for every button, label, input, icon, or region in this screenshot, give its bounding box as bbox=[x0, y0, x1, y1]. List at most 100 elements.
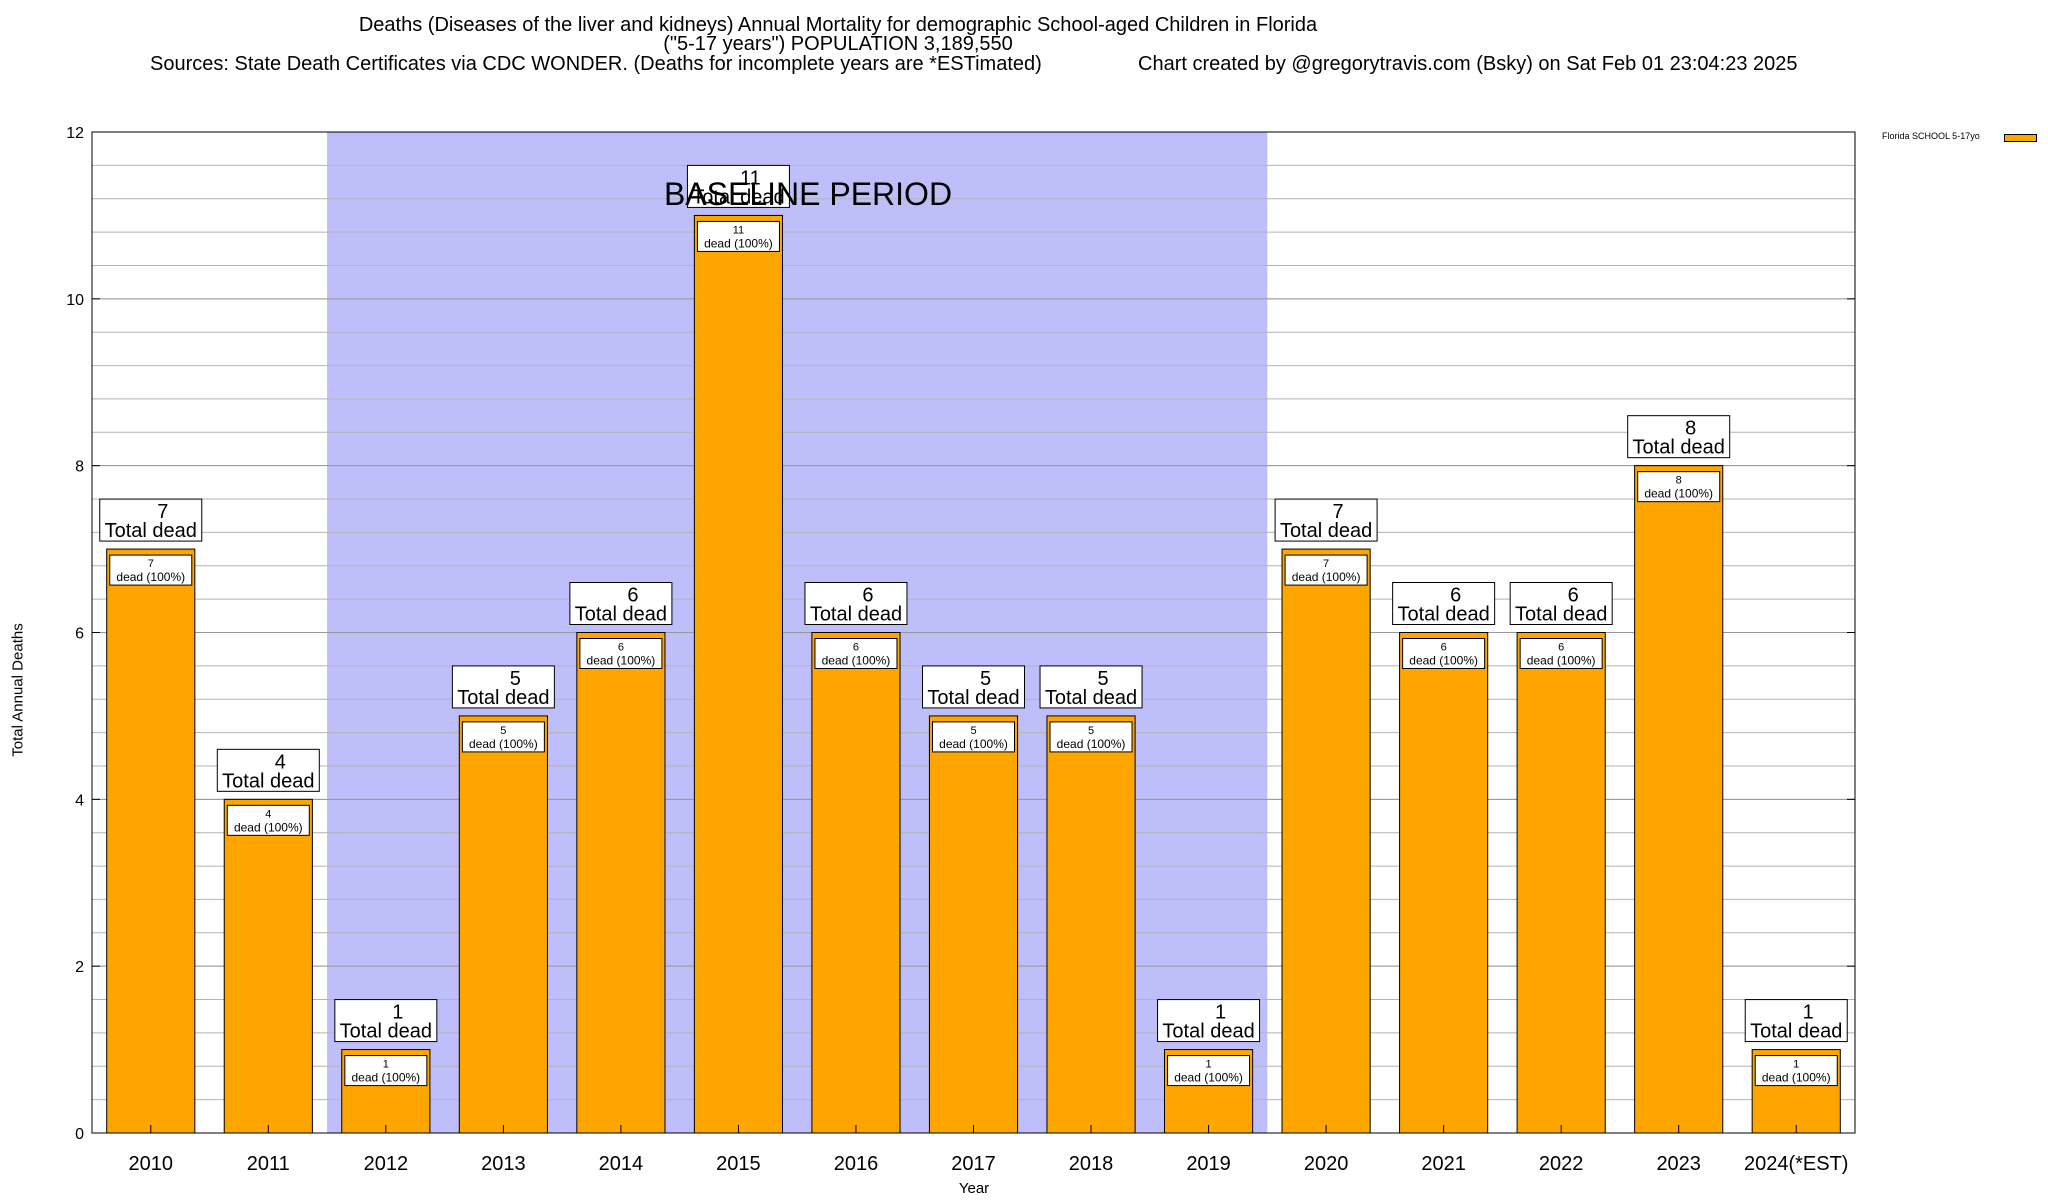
bar-inner-label-box bbox=[932, 721, 1015, 753]
bar-total-label: Total dead bbox=[810, 604, 902, 626]
bar-total-label-box bbox=[99, 498, 203, 542]
x-tick-label: 2019 bbox=[1186, 1153, 1231, 1175]
bar-inner-label-box bbox=[1284, 554, 1368, 586]
bar-total-value: 1 bbox=[392, 1002, 403, 1024]
bar bbox=[1046, 715, 1136, 1134]
bar-inner-value: 1 bbox=[1206, 1059, 1212, 1071]
chart-subtitle: ("5-17 years") POPULATION 3,189,550 bbox=[663, 33, 1013, 55]
bar-total-label-box bbox=[334, 999, 438, 1043]
bar-total-value: 6 bbox=[1568, 585, 1579, 607]
bar-inner-label-box bbox=[1637, 471, 1721, 503]
bar-inner-label: dead (100%) bbox=[1527, 654, 1596, 668]
x-tick-label: 2024(*EST) bbox=[1744, 1153, 1849, 1175]
bar-total-value: 6 bbox=[627, 585, 638, 607]
bar-inner-label: dead (100%) bbox=[1174, 1071, 1243, 1085]
bar-total-label-box bbox=[922, 665, 1025, 709]
bar-total-label: Total dead bbox=[575, 604, 667, 626]
bar-inner-value: 11 bbox=[733, 224, 744, 236]
y-axis-label: Total Annual Deaths bbox=[9, 623, 27, 757]
bar-inner-value: 6 bbox=[1558, 642, 1564, 654]
bar-inner-value: 5 bbox=[500, 725, 506, 737]
x-tick-label: 2016 bbox=[834, 1153, 879, 1175]
y-tick-label: 12 bbox=[66, 125, 84, 142]
x-tick-label: 2020 bbox=[1304, 1153, 1349, 1175]
bar-total-label: Total dead bbox=[1397, 604, 1489, 626]
bar-total-label: Total dead bbox=[1162, 1021, 1254, 1043]
bar-total-label: Total dead bbox=[1515, 604, 1607, 626]
bar bbox=[223, 798, 313, 1134]
bar-total-value: 5 bbox=[1097, 668, 1108, 690]
bar-total-label-box bbox=[1392, 582, 1496, 625]
y-tick-label: 2 bbox=[75, 959, 84, 976]
chart-sources: Sources: State Death Certificates via CD… bbox=[150, 53, 1042, 75]
x-tick-label: 2012 bbox=[364, 1153, 409, 1175]
bar-total-value: 6 bbox=[1450, 585, 1461, 607]
x-axis-label: Year bbox=[958, 1180, 990, 1197]
bar-total-value: 1 bbox=[1215, 1002, 1226, 1024]
bar-inner-label-box bbox=[109, 554, 193, 586]
bar-total-label-box bbox=[1039, 665, 1143, 709]
bar bbox=[576, 632, 666, 1134]
chart-credit: Chart created by @gregorytravis.com (Bsk… bbox=[1138, 53, 1798, 75]
legend-swatch bbox=[2004, 134, 2037, 142]
bar bbox=[1516, 632, 1606, 1134]
bar-total-label-box bbox=[1627, 415, 1731, 459]
bar bbox=[458, 715, 548, 1134]
bar-total-label-box bbox=[1274, 498, 1378, 542]
bar-inner-label: dead (100%) bbox=[234, 820, 303, 834]
bar-inner-label: dead (100%) bbox=[1409, 654, 1478, 668]
bar-total-label-box bbox=[569, 582, 673, 625]
bar-total-label: Total dead bbox=[1633, 437, 1725, 459]
bar-total-value: 4 bbox=[275, 751, 286, 773]
bar bbox=[106, 548, 196, 1134]
bar-total-value: 1 bbox=[1803, 1002, 1814, 1024]
x-tick-label: 2010 bbox=[129, 1153, 174, 1175]
bar-total-value: 7 bbox=[1333, 501, 1344, 523]
bar bbox=[1399, 632, 1489, 1134]
bar-total-label: Total dead bbox=[692, 186, 784, 208]
legend-label: Florida SCHOOL 5-17yo bbox=[1882, 131, 1980, 141]
bar bbox=[1634, 465, 1724, 1134]
bar-inner-label: dead (100%) bbox=[1057, 737, 1126, 751]
bar-inner-label-box bbox=[1754, 1055, 1838, 1087]
chart-title: Deaths (Diseases of the liver and kidney… bbox=[358, 14, 1318, 36]
bar-inner-label-box bbox=[579, 638, 663, 669]
bar-inner-label: dead (100%) bbox=[822, 654, 891, 668]
bar-total-label: Total dead bbox=[927, 687, 1019, 709]
bar-inner-label: dead (100%) bbox=[116, 570, 185, 584]
bar-total-label: Total dead bbox=[222, 770, 314, 792]
bar-inner-value: 1 bbox=[383, 1059, 389, 1071]
bar-total-label: Total dead bbox=[1750, 1021, 1842, 1043]
bar-total-value: 5 bbox=[510, 668, 521, 690]
y-tick-label: 10 bbox=[66, 292, 84, 309]
bar-inner-label: dead (100%) bbox=[1762, 1071, 1831, 1085]
bar-total-value: 5 bbox=[980, 668, 991, 690]
bar-total-label: Total dead bbox=[105, 520, 197, 542]
bar-inner-label-box bbox=[696, 220, 780, 252]
bar-inner-value: 1 bbox=[1793, 1059, 1799, 1071]
x-tick-label: 2013 bbox=[481, 1153, 526, 1175]
bar-inner-label-box bbox=[1402, 638, 1486, 669]
bar-inner-label: dead (100%) bbox=[704, 236, 773, 250]
bar-inner-value: 6 bbox=[618, 642, 624, 654]
x-tick-label: 2018 bbox=[1069, 1153, 1114, 1175]
bar-total-value: 6 bbox=[862, 585, 873, 607]
x-tick-label: 2011 bbox=[247, 1153, 290, 1175]
bar-total-label: Total dead bbox=[340, 1021, 432, 1043]
bar-total-label: Total dead bbox=[1280, 520, 1372, 542]
x-tick-label: 2023 bbox=[1656, 1153, 1701, 1175]
bar-inner-value: 7 bbox=[1323, 558, 1329, 570]
bar-inner-label-box bbox=[814, 638, 898, 669]
bar-total-label-box bbox=[1157, 999, 1261, 1043]
bar-inner-value: 8 bbox=[1676, 475, 1682, 487]
bar-total-value: 8 bbox=[1685, 418, 1696, 440]
bar-total-value: 11 bbox=[740, 167, 761, 189]
y-tick-label: 4 bbox=[75, 792, 84, 809]
bar-inner-label: dead (100%) bbox=[587, 654, 656, 668]
x-tick-label: 2014 bbox=[599, 1153, 644, 1175]
bar-inner-label: dead (100%) bbox=[1292, 570, 1361, 584]
bar-inner-value: 6 bbox=[853, 642, 859, 654]
bar-inner-value: 4 bbox=[265, 808, 271, 820]
x-tick-label: 2017 bbox=[951, 1153, 996, 1175]
